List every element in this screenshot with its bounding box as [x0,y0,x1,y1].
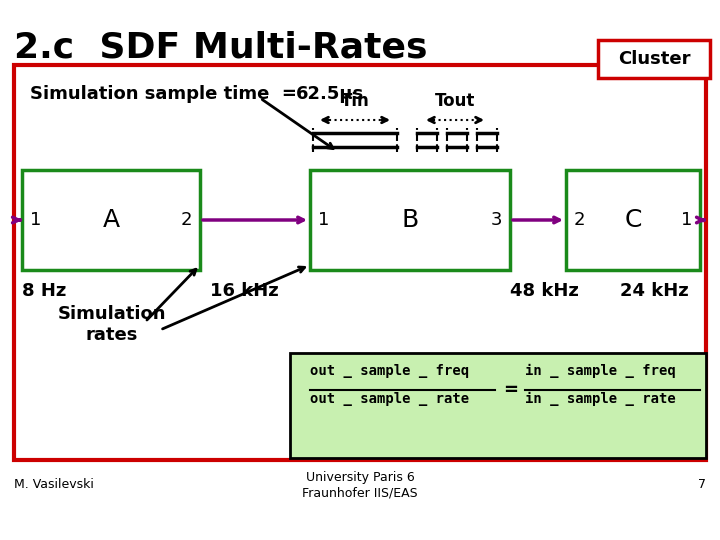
Text: 2: 2 [181,211,192,229]
Text: 48 kHz: 48 kHz [510,282,579,300]
Text: Tin: Tin [341,92,369,110]
Bar [598,40,710,78]
Text: =: = [503,381,518,399]
Text: out _ sample _ freq: out _ sample _ freq [310,364,469,378]
Text: 2.c  SDF Multi-Rates: 2.c SDF Multi-Rates [14,30,428,64]
Text: Simulation
rates: Simulation rates [58,305,166,344]
Bar [566,170,700,270]
Text: University Paris 6
Fraunhofer IIS/EAS: University Paris 6 Fraunhofer IIS/EAS [302,471,418,499]
Text: Tout: Tout [435,92,475,110]
Bar [290,353,706,458]
Text: out _ sample _ rate: out _ sample _ rate [310,392,469,406]
Bar [14,65,706,460]
Text: 8 Hz: 8 Hz [22,282,66,300]
Text: 1: 1 [30,211,41,229]
Text: 3: 3 [490,211,502,229]
Text: Cluster: Cluster [618,50,690,68]
Text: 24 kHz: 24 kHz [620,282,689,300]
Text: in _ sample _ freq: in _ sample _ freq [525,364,676,378]
Text: A: A [102,208,120,232]
Text: 16 kHz: 16 kHz [210,282,279,300]
Text: 1: 1 [318,211,329,229]
Bar [310,170,510,270]
Text: 62.5μs: 62.5μs [296,85,364,103]
Text: 2: 2 [574,211,585,229]
Text: 1: 1 [680,211,692,229]
Text: M. Vasilevski: M. Vasilevski [14,478,94,491]
Text: in _ sample _ rate: in _ sample _ rate [525,392,676,406]
Text: Simulation sample time  =: Simulation sample time = [30,85,303,103]
Text: B: B [401,208,418,232]
Text: C: C [624,208,642,232]
Bar [22,170,200,270]
Text: 7: 7 [698,478,706,491]
